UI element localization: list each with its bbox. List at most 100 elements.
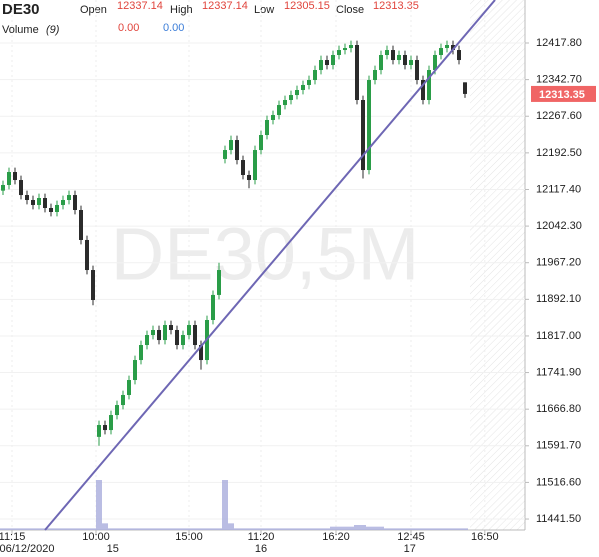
candle-body [403, 54, 407, 65]
volume-bar [438, 528, 444, 530]
candle-body [445, 45, 449, 49]
last-price-tag [531, 85, 596, 102]
candle-body [421, 80, 425, 101]
volume-bar [186, 528, 192, 530]
x-tick-label: 15:00 [175, 531, 203, 543]
volume-bar [366, 526, 372, 530]
candle-body [241, 160, 245, 175]
x-tick-label: 10:00 [82, 531, 110, 543]
candle-body [139, 345, 143, 361]
volume-bar [294, 528, 300, 530]
volume-bar [150, 528, 156, 530]
last-price-label: 12313.35 [539, 89, 585, 101]
candle-body [295, 90, 299, 96]
volume-bar [6, 528, 12, 530]
candle-body [199, 345, 203, 361]
candle-body [103, 425, 107, 431]
volume-bar [258, 528, 264, 530]
candle-body [25, 195, 29, 201]
candle-body [55, 204, 59, 212]
candle-body [151, 329, 155, 336]
low-value: 12305.15 [284, 0, 330, 12]
candle-body [373, 70, 377, 81]
volume-bar [102, 523, 108, 530]
volume-bar [264, 528, 270, 530]
volume-bar [210, 528, 216, 530]
candle-body [439, 48, 443, 55]
volume-bar [84, 528, 90, 530]
volume-value: 0.00 [163, 22, 184, 34]
candle-body [415, 60, 419, 81]
y-tick-label: 11591.70 [536, 440, 581, 452]
volume-bar [66, 528, 72, 530]
volume-bar [90, 528, 96, 530]
volume-value: 0.00 [118, 22, 139, 34]
volume-bar [324, 528, 330, 530]
volume-label: Volume [2, 24, 39, 36]
open-value: 12337.14 [117, 0, 163, 12]
candle-body [49, 208, 53, 212]
y-tick-label: 12192.50 [536, 147, 582, 159]
volume-bar [354, 525, 360, 530]
volume-bar [144, 528, 150, 530]
candle-body [109, 415, 113, 431]
volume-bar [312, 528, 318, 530]
candle-body [337, 50, 341, 55]
volume-bar [444, 528, 450, 530]
y-tick-label: 11516.60 [536, 476, 581, 488]
watermark: DE30,5M [111, 213, 419, 296]
volume-bar [426, 528, 432, 530]
x-date-label: 16 [255, 543, 267, 555]
candle-body [271, 115, 275, 120]
x-date-label: 17 [404, 543, 416, 555]
candle-body [265, 119, 269, 136]
x-date-label: 06/12/2020 [0, 543, 55, 555]
volume-bar [156, 528, 162, 530]
x-tick-label: 11:20 [248, 531, 275, 543]
volume-bar [396, 528, 402, 530]
candle-body [259, 135, 263, 151]
candle-body [349, 45, 353, 49]
y-tick-label: 12417.80 [536, 37, 582, 49]
y-tick-label: 12042.30 [536, 220, 582, 232]
candle-body [211, 294, 215, 320]
y-tick-label: 11441.50 [536, 513, 581, 525]
candle-body [91, 270, 95, 301]
x-tick-label: 12:45 [397, 531, 425, 543]
y-tick-label: 11967.20 [536, 257, 581, 269]
volume-bar [126, 528, 132, 530]
candle-body [67, 195, 71, 201]
candle-body [379, 54, 383, 71]
low-label: Low [254, 4, 274, 16]
volume-bar [174, 528, 180, 530]
volume-bar [300, 528, 306, 530]
candle-body [175, 329, 179, 346]
volume-bar [360, 525, 366, 530]
candle-body [361, 100, 365, 171]
volume-bar [180, 528, 186, 530]
high-label: High [170, 4, 193, 16]
candle-body [13, 172, 17, 181]
y-tick-label: 12267.60 [536, 110, 582, 122]
x-tick-label: 16:50 [471, 531, 499, 543]
candle-body [7, 172, 11, 185]
candle-body [313, 70, 317, 81]
volume-bar [168, 528, 174, 530]
candle-body [37, 198, 41, 205]
future-area [470, 0, 525, 530]
candle-body [355, 45, 359, 101]
volume-bar [60, 528, 66, 530]
x-date-label: 15 [107, 543, 119, 555]
candle-body [1, 184, 5, 191]
y-tick-label: 12117.40 [536, 183, 581, 195]
candle-body [169, 325, 173, 330]
candle-body [43, 198, 47, 209]
volume-bar [138, 528, 144, 530]
volume-bar [48, 528, 54, 530]
high-value: 12337.14 [202, 0, 248, 12]
candle-body [187, 325, 191, 336]
volume-bar [378, 526, 384, 530]
candle-body [229, 140, 233, 151]
volume-bar [120, 528, 126, 530]
